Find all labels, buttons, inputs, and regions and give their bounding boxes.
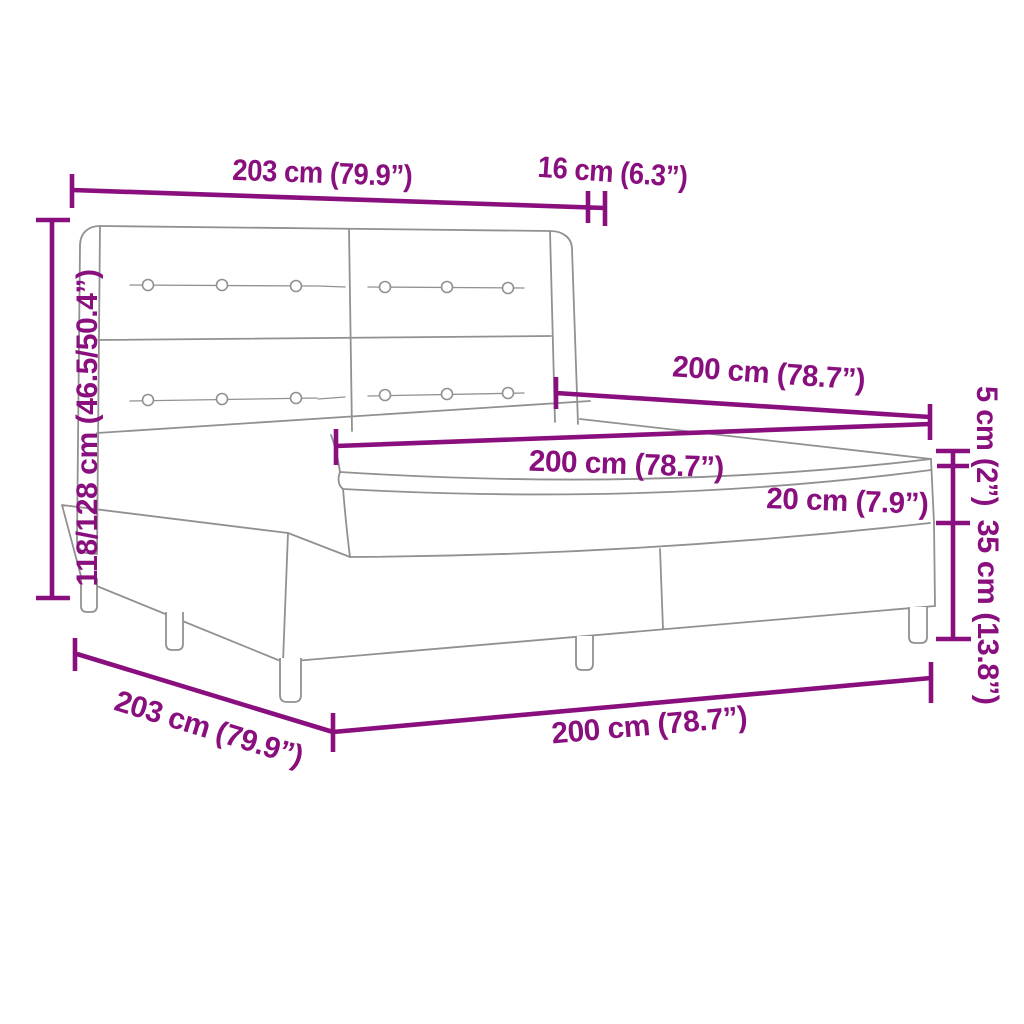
tufting-buttons [141,278,515,407]
dim-total-height-line [36,217,70,601]
tufting-button [215,392,229,406]
dim-wing-depth: 16 cm (6.3”) [537,151,689,194]
bed-legs [80,578,928,703]
dim-mattress-width-label: 200 cm (78.7”) [528,445,724,485]
mattress-right-end [930,458,935,524]
topper-left-end [337,471,344,490]
headboard-bottom-edge [96,400,591,434]
dim-base-width-line [332,662,934,735]
tufting-button [141,278,155,292]
headboard-left-wing [76,225,101,555]
headboard-center-seam [348,228,353,432]
dim-total-height-label: 118/128 cm (46.5/50.4”) [71,270,104,587]
mattress-bottom-seam [349,522,931,558]
bed-drawing [61,225,936,703]
tufting-button [501,386,515,400]
bed-leg [80,578,98,613]
dim-base-length-line [72,638,336,752]
tufting-button [215,278,229,292]
bed-leg [279,658,302,703]
topper-top-edge [339,458,932,481]
tufting-button [440,387,454,401]
tufting-button [501,281,515,295]
dim-base-length-label: 203 cm (79.9”) [111,685,307,774]
tufting-button [378,388,392,402]
base-right-edge [933,522,936,607]
tufting-button [289,391,303,405]
headboard-top-edge [99,225,551,232]
dim-base-height-label: 35 cm (13.8”) [971,520,1004,705]
base-top-left-edge [287,532,351,558]
base-split-seam [659,548,664,630]
dim-right-heights: 5 cm (2”) 35 cm (13.8”) [936,386,1004,705]
dim-wing-depth-label: 16 cm (6.3”) [537,151,689,194]
dim-mattress-thickness: 20 cm (7.9”) [766,482,929,521]
dim-headboard-width-label: 203 cm (79.9”) [232,154,413,193]
dim-headboard-width-line [69,174,608,226]
dim-mattress-width-line [333,404,933,465]
box-spring-outline [61,504,936,663]
headboard-middle-seam [97,335,552,341]
dim-bed-length-line [553,377,931,420]
dim-base-width: 200 cm (78.7”) [332,662,934,751]
tufting-button [141,393,155,407]
base-bottom-edge [282,605,936,663]
dim-bed-length-label: 200 cm (78.7”) [671,350,866,396]
tufting-button [440,280,454,294]
tufting-button [378,280,392,294]
mattress-outline [330,418,935,558]
mattress-left-corner [342,488,351,558]
dim-bed-length: 200 cm (78.7”) [553,350,931,420]
dim-topper-height-label: 5 cm (2”) [970,386,1003,506]
bed-leg [908,607,928,644]
dim-right-heights-line [936,448,971,642]
dim-mattress-width: 200 cm (78.7”) [333,404,933,485]
bed-leg [575,636,594,671]
dim-mattress-thickness-label: 20 cm (7.9”) [766,482,929,521]
dim-headboard-width: 203 cm (79.9”) [69,154,608,226]
dim-total-height: 118/128 cm (46.5/50.4”) [36,217,104,601]
tufting-button [289,279,303,293]
mattress-top-right-edge [579,418,932,460]
tufting-stitches [129,284,525,402]
topper-bottom-edge [342,469,932,496]
bed-leg [165,612,184,651]
